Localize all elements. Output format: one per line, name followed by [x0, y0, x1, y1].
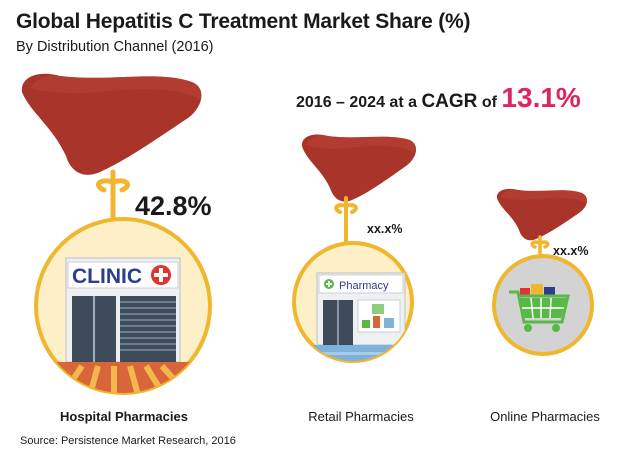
- category-hospital: Hospital Pharmacies: [60, 409, 188, 424]
- cagr-statement: 2016 – 2024 at a CAGR of 13.1%: [296, 82, 581, 114]
- value-online: xx.x%: [553, 244, 589, 258]
- category-online: Online Pharmacies: [490, 409, 600, 424]
- ribbon-online: [530, 235, 550, 258]
- liver-icon-hospital: [21, 73, 202, 175]
- pharmacy-icon: Pharmacy: [292, 241, 414, 363]
- ribbon-retail: [334, 196, 358, 245]
- cagr-of: of: [481, 94, 497, 111]
- clinic-icon: CLINIC: [34, 217, 212, 395]
- ribbon-hospital: [95, 169, 131, 223]
- chart-title: Global Hepatitis C Treatment Market Shar…: [16, 10, 471, 33]
- category-retail: Retail Pharmacies: [308, 409, 414, 424]
- pharmacy-sign-text: Pharmacy: [339, 280, 389, 292]
- value-retail: xx.x%: [367, 222, 403, 236]
- medical-cross-icon: [151, 265, 171, 285]
- cagr-word: CAGR: [421, 91, 478, 112]
- liver-icon-online: [496, 188, 588, 241]
- value-hospital: 42.8%: [135, 191, 212, 221]
- cagr-value: 13.1%: [501, 82, 581, 113]
- source-note: Source: Persistence Market Research, 201…: [20, 435, 236, 447]
- shopping-cart-icon: [492, 254, 594, 356]
- cagr-period: 2016 – 2024 at a: [296, 94, 417, 111]
- clinic-sign-text: CLINIC: [72, 265, 142, 288]
- liver-icon-retail: [301, 134, 417, 202]
- chart-subtitle: By Distribution Channel (2016): [16, 39, 214, 55]
